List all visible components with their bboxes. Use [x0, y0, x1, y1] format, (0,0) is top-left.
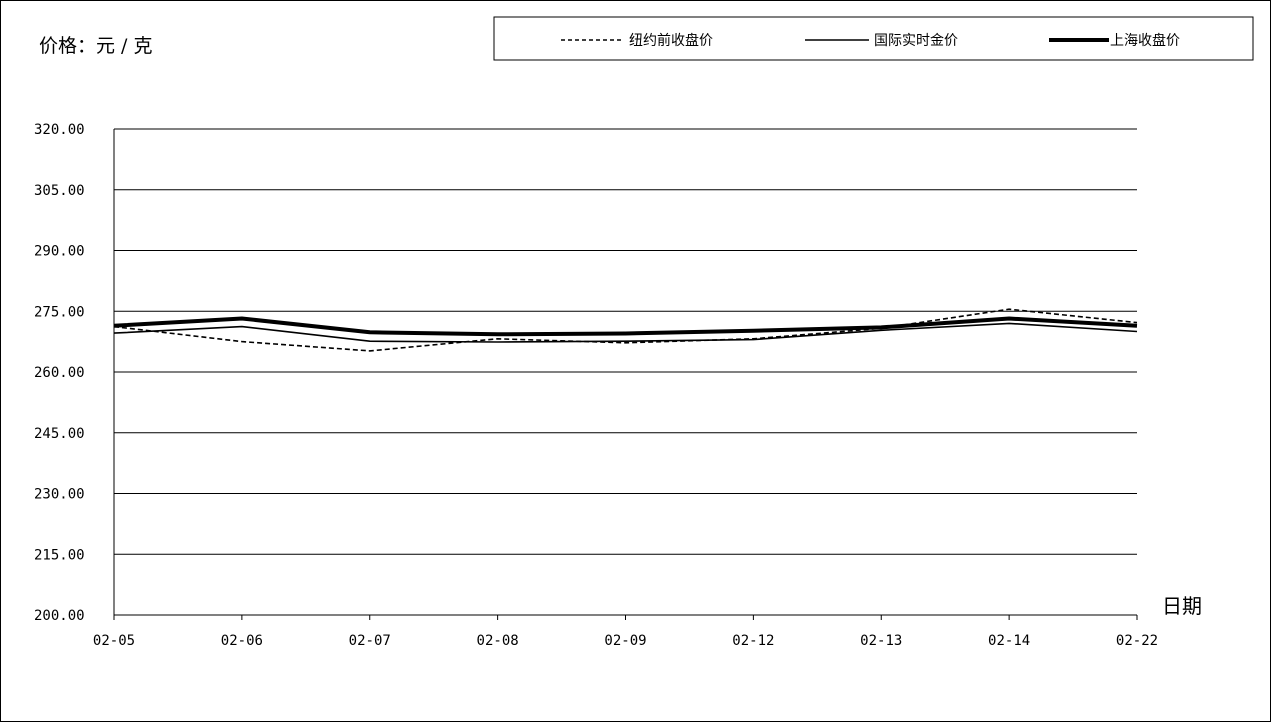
x-tick-label: 02-06 [221, 633, 263, 649]
y-tick-label: 230.00 [34, 487, 85, 503]
y-tick-label: 320.00 [34, 122, 85, 138]
legend-box [493, 16, 1254, 61]
y-unit-label: 价格：元 / 克 [39, 35, 152, 57]
x-axis-ticks: 02-05 02-06 02-07 02-08 02-09 02-12 02-13 02-14… [93, 615, 1158, 649]
gridlines [114, 128, 1137, 616]
y-tick-label: 290.00 [34, 244, 85, 260]
y-tick-label: 305.00 [34, 183, 85, 199]
y-axis-ticks: 200.00 215.00 230.00 245.00 260.00 275.00 290.… [34, 122, 85, 624]
series-lines [113, 308, 1138, 352]
y-tick-label: 215.00 [34, 547, 85, 563]
series-line-ny [113, 308, 1138, 352]
x-tick-label: 02-09 [604, 633, 646, 649]
y-tick-label: 200.00 [34, 608, 85, 624]
x-tick-label: 02-13 [860, 633, 902, 649]
y-tick-label: 260.00 [34, 365, 85, 381]
legend: 纽约前收盘价 国际实时金价 上海收盘价 [493, 16, 1254, 61]
legend-label-intl: 国际实时金价 [874, 33, 958, 49]
x-tick-label: 02-12 [732, 633, 774, 649]
x-tick-label: 02-14 [988, 633, 1030, 649]
series-line-sh [113, 316, 1138, 337]
x-tick-label: 02-05 [93, 633, 135, 649]
x-tick-label: 02-07 [349, 633, 391, 649]
y-tick-label: 245.00 [34, 426, 85, 442]
y-tick-label: 275.00 [34, 304, 85, 320]
x-tick-label: 02-08 [477, 633, 519, 649]
series-line-intl [113, 322, 1138, 343]
legend-label-ny: 纽约前收盘价 [629, 32, 713, 49]
x-axis-label: 日期 [1162, 594, 1202, 618]
x-tick-label: 02-22 [1116, 633, 1158, 649]
legend-label-sh: 上海收盘价 [1110, 32, 1180, 49]
